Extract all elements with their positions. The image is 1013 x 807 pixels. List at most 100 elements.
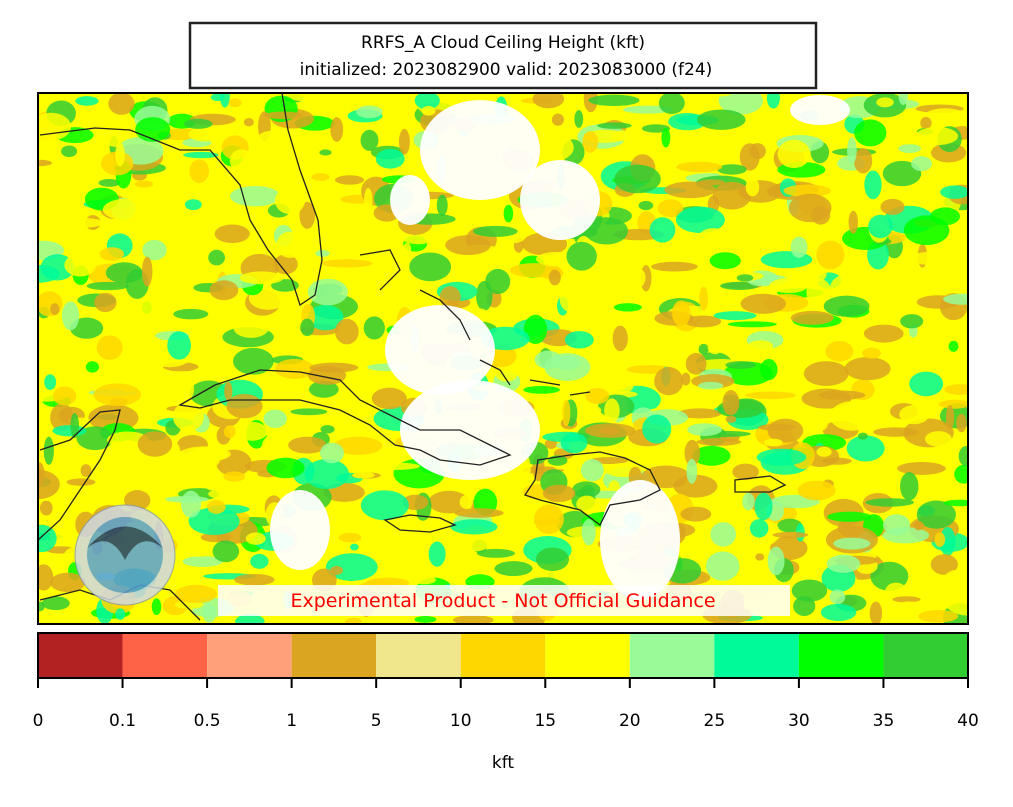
colorbar-tick-label: 30 <box>788 711 810 731</box>
cloud-patch <box>63 217 104 228</box>
cloud-patch <box>335 318 359 345</box>
cloud-patch <box>532 93 565 109</box>
cloud-patch <box>371 387 407 410</box>
cloud-patch <box>925 431 952 447</box>
colorbar-tick-label: 35 <box>873 711 895 731</box>
cloud-patch <box>360 490 409 521</box>
cloud-patch <box>612 315 629 325</box>
cloud-patch <box>333 436 383 455</box>
cloud-patch <box>640 346 658 360</box>
clear-area <box>600 480 680 600</box>
cloud-patch <box>421 105 436 116</box>
cloud-patch <box>142 239 167 261</box>
cloud-patch <box>790 236 808 258</box>
cloud-patch <box>172 401 204 432</box>
colorbar <box>38 633 968 678</box>
coast-yucatan <box>38 409 121 541</box>
cloud-patch <box>137 431 173 457</box>
cloud-patch <box>245 532 266 545</box>
cloud-patch <box>915 126 959 146</box>
cloud-patch <box>816 446 832 457</box>
cloud-patch <box>697 109 746 130</box>
colorbar-segment <box>122 633 208 678</box>
coast-jamaica <box>383 514 457 533</box>
colorbar-segment <box>629 633 715 678</box>
cloud-patch <box>725 361 757 369</box>
colorbar-tick-label: 0.5 <box>194 711 221 731</box>
cloud-patch <box>115 142 125 167</box>
cloud-patch <box>158 259 167 271</box>
colorbar-tick-label: 5 <box>371 711 382 731</box>
cloud-patch <box>645 308 658 334</box>
cloud-patch <box>803 361 849 386</box>
cloud-patch <box>599 427 620 435</box>
cloud-patch <box>412 575 436 585</box>
cloud-patch <box>233 318 269 338</box>
cloud-patch <box>918 610 959 623</box>
colorbar-segment <box>545 633 630 678</box>
cloud-patch <box>300 318 315 337</box>
cloud-patch <box>428 541 446 567</box>
colorbar-segment <box>460 633 546 678</box>
cloud-patch <box>212 540 240 563</box>
cloud-patch <box>903 351 955 369</box>
cloud-patch <box>181 490 202 518</box>
cloud-patch <box>582 131 599 153</box>
cloud-patch <box>672 300 691 327</box>
cloud-patch <box>454 508 504 518</box>
colorbar-segment <box>207 633 292 678</box>
cloud-patch <box>353 517 384 530</box>
cloud-patch <box>138 293 169 318</box>
cloud-patch <box>274 187 306 215</box>
title: RRFS_A Cloud Ceiling Height (kft) <box>361 33 645 53</box>
cloud-patch <box>207 499 226 514</box>
cloud-patch <box>806 278 832 306</box>
cloud-patch <box>183 151 219 159</box>
cloud-patch <box>414 616 437 623</box>
cloud-patch <box>223 425 236 439</box>
cloud-patch <box>261 436 277 461</box>
cloud-patch <box>96 335 123 360</box>
cloud-patch <box>899 404 930 425</box>
cloud-patch <box>187 261 214 276</box>
cloud-patch <box>707 338 723 355</box>
cloud-patch <box>560 432 588 454</box>
cloud-patch <box>705 551 740 581</box>
cloud-patch <box>576 495 598 513</box>
cloud-patch <box>208 488 244 500</box>
cloud-patch <box>414 93 440 110</box>
cloud-patch <box>903 215 950 246</box>
cloud-patch <box>548 269 561 286</box>
clear-area <box>520 160 600 240</box>
coastlines <box>38 93 787 621</box>
colorbar-segment <box>798 633 884 678</box>
cloud-patch <box>612 325 628 352</box>
cloud-patch <box>80 464 92 477</box>
cloud-patch <box>725 415 737 423</box>
cloud-patch <box>135 117 171 142</box>
cloud-patch <box>900 472 919 501</box>
cloud-patch <box>909 371 944 397</box>
cloud-patch <box>948 340 959 352</box>
cloud-patch <box>204 473 219 491</box>
cloud-patch <box>315 249 330 257</box>
cloud-patch <box>736 274 754 282</box>
cloud-patch <box>250 553 269 569</box>
cloud-patch <box>930 554 958 575</box>
cloud-patch <box>319 149 332 156</box>
cloud-patch <box>233 347 274 375</box>
cloud-patch <box>793 596 816 616</box>
cloud-patch <box>566 241 597 271</box>
cloud-patch <box>857 432 868 440</box>
cloud-patch <box>601 282 611 289</box>
cloud-patch <box>882 514 911 536</box>
cloud-patch <box>844 357 891 381</box>
cloud-patch <box>911 156 932 172</box>
map-frame <box>37 92 969 625</box>
cloud-patch <box>788 193 832 223</box>
cloud-patch <box>356 105 383 119</box>
cloud-patch <box>450 519 498 535</box>
cloud-patch <box>698 179 725 186</box>
colorbar-segment <box>714 633 799 678</box>
cloud-patch <box>330 117 344 142</box>
